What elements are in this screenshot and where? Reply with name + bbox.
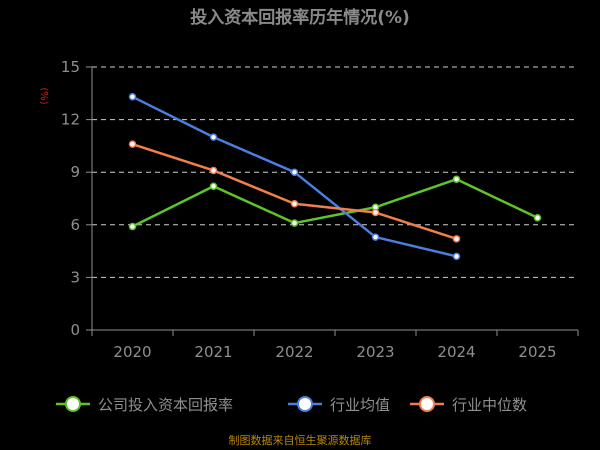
- legend-label-0: 公司投入资本回报率: [98, 396, 233, 414]
- data-point-2-2023: [371, 208, 380, 217]
- x-tick-label-2020: 2020: [113, 343, 151, 361]
- data-point-1-2023: [371, 233, 380, 241]
- legend-marker-0: [65, 396, 81, 412]
- x-tick-label-2024: 2024: [437, 343, 475, 361]
- y-tick-label-9: 9: [70, 163, 80, 181]
- data-point-2-2022: [290, 200, 299, 208]
- legend-label-2: 行业中位数: [452, 396, 527, 414]
- series: [128, 93, 542, 261]
- data-source-note: 制图数据来自恒生聚源数据库: [229, 433, 372, 447]
- y-tick-label-12: 12: [61, 111, 80, 129]
- data-point-2-2020: [128, 140, 137, 148]
- x-tick-label-2025: 2025: [518, 343, 556, 361]
- y-tick-label-3: 3: [70, 268, 80, 286]
- y-tick-label-6: 6: [70, 216, 80, 234]
- data-point-1-2022: [290, 168, 299, 176]
- data-point-0-2022: [290, 219, 299, 227]
- y-axis-label: (%): [38, 87, 49, 104]
- data-point-0-2021: [209, 182, 218, 190]
- x-tick-label-2021: 2021: [194, 343, 232, 361]
- axes: 0 3 6 9 12 15 2020 2021 2022 2023 2024 2025: [61, 58, 579, 361]
- data-point-1-2024: [452, 252, 461, 261]
- grid: [92, 66, 578, 278]
- data-point-0-2020: [128, 222, 137, 231]
- data-point-0-2024: [452, 175, 461, 183]
- y-tick-label-15: 15: [61, 58, 80, 76]
- series-line-1: [131, 95, 457, 258]
- data-point-2-2021: [209, 166, 218, 175]
- legend-marker-1: [297, 396, 313, 412]
- series-line-0: [131, 177, 539, 228]
- x-tick-label-2023: 2023: [356, 343, 394, 361]
- data-point-1-2021: [209, 133, 218, 141]
- chart-title: 投入资本回报率历年情况(%): [190, 7, 410, 28]
- legend: 公司投入资本回报率 行业均值 行业中位数: [56, 396, 527, 414]
- x-tick-label-2022: 2022: [275, 343, 313, 361]
- data-point-1-2020: [128, 93, 137, 101]
- y-tick-label-0: 0: [70, 321, 80, 339]
- data-point-2-2024: [452, 235, 461, 243]
- legend-label-1: 行业均值: [330, 396, 390, 414]
- data-point-0-2025: [533, 214, 542, 222]
- legend-marker-2: [419, 396, 435, 412]
